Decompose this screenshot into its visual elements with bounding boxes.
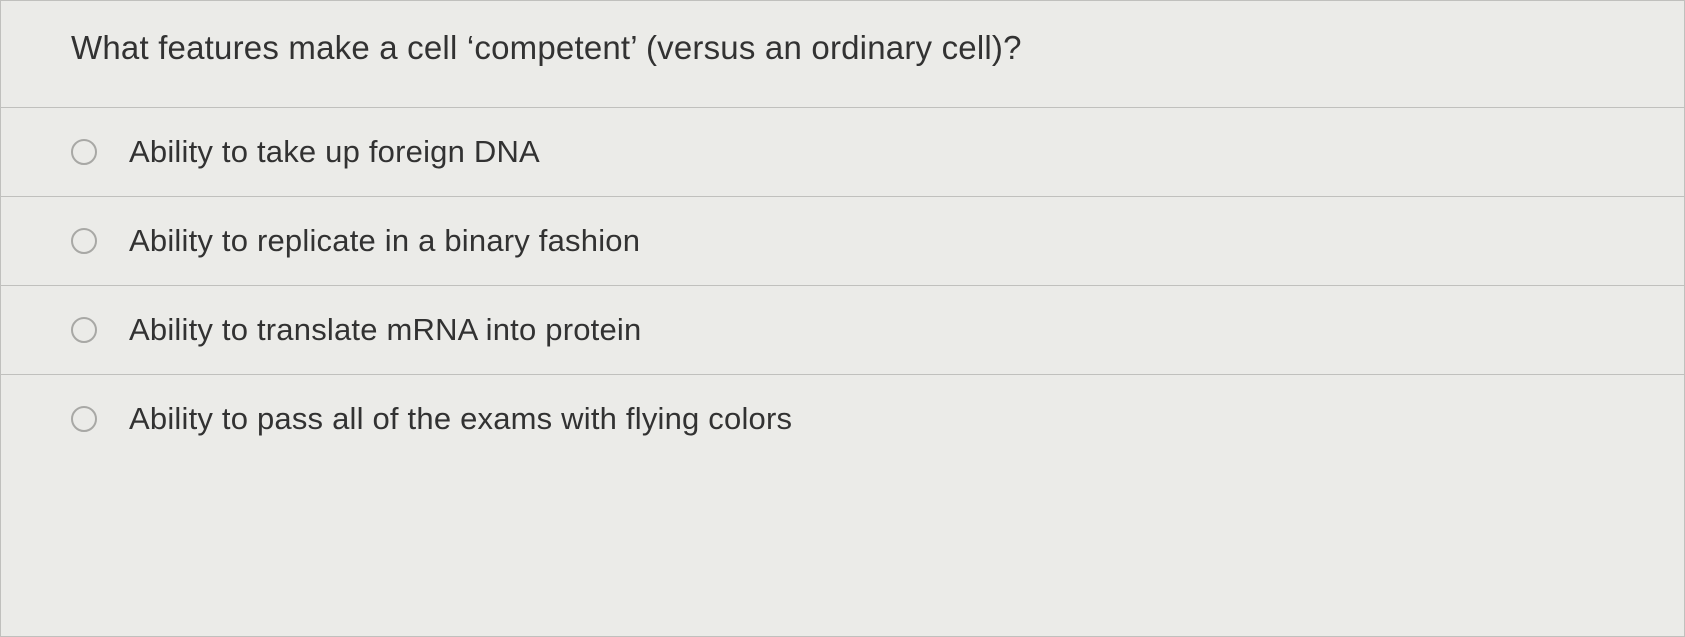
option-row[interactable]: Ability to translate mRNA into protein [1, 286, 1684, 375]
option-label: Ability to take up foreign DNA [129, 134, 540, 170]
question-text: What features make a cell ‘competent’ (v… [71, 29, 1614, 67]
radio-icon[interactable] [71, 228, 97, 254]
option-label: Ability to replicate in a binary fashion [129, 223, 640, 259]
radio-icon[interactable] [71, 317, 97, 343]
radio-icon[interactable] [71, 139, 97, 165]
options-container: Ability to take up foreign DNA Ability t… [1, 108, 1684, 463]
option-row[interactable]: Ability to replicate in a binary fashion [1, 197, 1684, 286]
option-label: Ability to pass all of the exams with fl… [129, 401, 792, 437]
option-row[interactable]: Ability to take up foreign DNA [1, 108, 1684, 197]
question-header: What features make a cell ‘competent’ (v… [1, 1, 1684, 108]
radio-icon[interactable] [71, 406, 97, 432]
question-card: What features make a cell ‘competent’ (v… [0, 0, 1685, 637]
option-row[interactable]: Ability to pass all of the exams with fl… [1, 375, 1684, 463]
option-label: Ability to translate mRNA into protein [129, 312, 641, 348]
